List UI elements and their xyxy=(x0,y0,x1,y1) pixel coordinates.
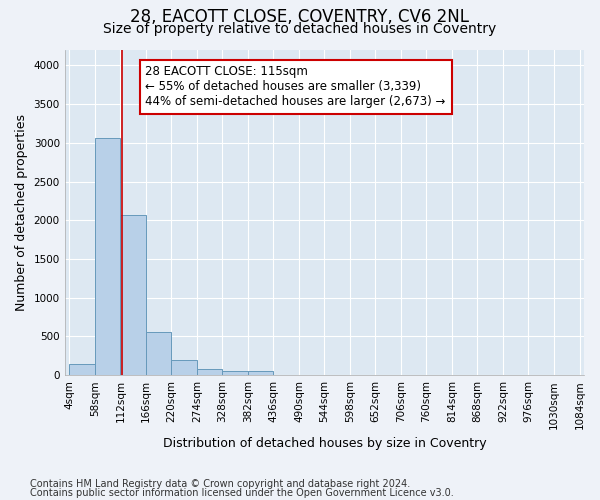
Bar xyxy=(172,360,197,375)
Bar xyxy=(248,372,274,375)
Bar xyxy=(95,138,121,375)
Bar xyxy=(197,370,223,375)
Bar xyxy=(121,215,146,375)
Y-axis label: Number of detached properties: Number of detached properties xyxy=(15,114,28,311)
X-axis label: Distribution of detached houses by size in Coventry: Distribution of detached houses by size … xyxy=(163,437,486,450)
Text: Contains public sector information licensed under the Open Government Licence v3: Contains public sector information licen… xyxy=(30,488,454,498)
Text: 28 EACOTT CLOSE: 115sqm
← 55% of detached houses are smaller (3,339)
44% of semi: 28 EACOTT CLOSE: 115sqm ← 55% of detache… xyxy=(145,66,446,108)
Bar xyxy=(223,370,248,375)
Text: Size of property relative to detached houses in Coventry: Size of property relative to detached ho… xyxy=(103,22,497,36)
Bar xyxy=(70,364,95,375)
Text: 28, EACOTT CLOSE, COVENTRY, CV6 2NL: 28, EACOTT CLOSE, COVENTRY, CV6 2NL xyxy=(131,8,470,26)
Bar xyxy=(146,332,172,375)
Text: Contains HM Land Registry data © Crown copyright and database right 2024.: Contains HM Land Registry data © Crown c… xyxy=(30,479,410,489)
